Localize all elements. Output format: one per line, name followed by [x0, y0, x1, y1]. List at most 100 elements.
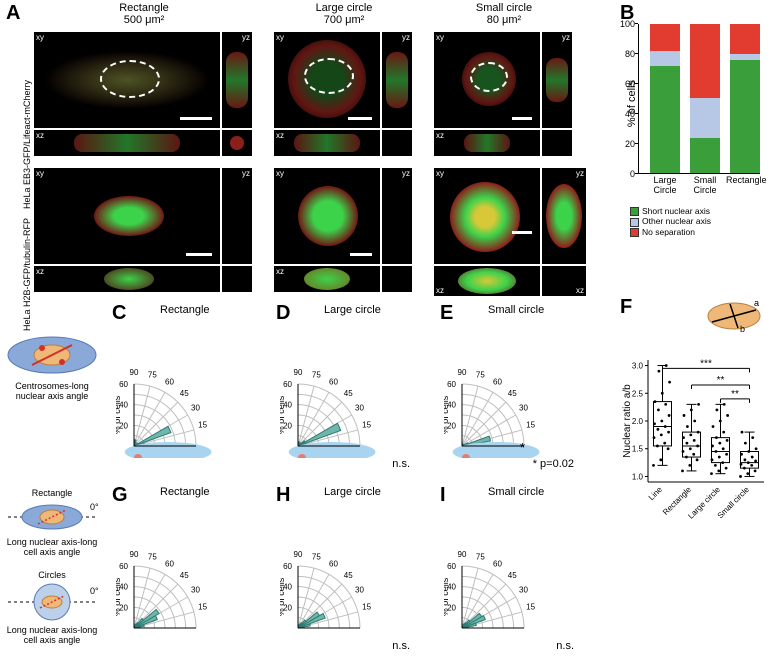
degree-label: 45: [180, 389, 189, 398]
bar-segment-other: [690, 98, 720, 139]
micrograph-row2-lc-xz: xz: [274, 266, 380, 292]
schematic-rect-icon: 0°: [4, 498, 100, 536]
micrograph-row2-lc-corner: [382, 266, 412, 292]
degree-label: 30: [191, 404, 200, 413]
legend-label: Short nuclear axis: [642, 206, 710, 216]
col1-title: Rectangle 500 μm²: [34, 2, 254, 26]
schematic-cell-icon: [4, 330, 100, 380]
degree-label: 45: [180, 571, 189, 580]
shape-label-circ: Circles: [4, 570, 100, 580]
rose-svg: 153045607590204060% of cells: [444, 500, 584, 640]
xz-cell: [104, 268, 154, 290]
schematic-circ-icon: 0°: [4, 580, 100, 624]
stacked-bar: [650, 24, 680, 174]
y-tick: 60: [625, 79, 638, 89]
xz-cell: [304, 268, 350, 290]
svg-text:2.0: 2.0: [632, 417, 644, 426]
bar-segment-short: [690, 138, 720, 174]
degree-label: 90: [458, 368, 467, 377]
proj-yz-label: yz: [242, 169, 250, 178]
svg-text:Small circle: Small circle: [716, 485, 752, 520]
degree-label: 30: [355, 404, 364, 413]
scalebar: [348, 117, 372, 120]
yz-slice: [386, 52, 408, 108]
degree-label: 15: [198, 421, 207, 430]
schematic-centrosomes: Centrosomes-long nuclear axis angle: [4, 330, 100, 402]
degree-label: 30: [191, 586, 200, 595]
svg-text:60: 60: [283, 380, 292, 389]
rose-svg: 153045607590204060% of cells: [116, 500, 256, 640]
y-tick-mark: [635, 143, 638, 144]
degree-label: 75: [312, 552, 321, 561]
degree-label: 90: [294, 368, 303, 377]
y-tick-mark: [635, 113, 638, 114]
degree-label: 60: [329, 378, 338, 387]
scalebar: [186, 253, 212, 256]
degree-label: 75: [148, 370, 157, 379]
col1-title-line1: Rectangle: [119, 2, 169, 14]
sig-star: *: [520, 440, 525, 455]
proj-xz-label: xz: [276, 131, 284, 140]
svg-text:% of cells: % of cells: [280, 577, 286, 616]
schematic-rectangle: Rectangle 0° Long nuclear axis-long cell…: [4, 488, 100, 558]
legend-item-none: No separation: [630, 227, 711, 237]
rose-svg: 153045607590204060% of cells: [280, 318, 420, 458]
degree-label: 30: [355, 586, 364, 595]
xz-slice: [294, 134, 360, 152]
micrograph-row1-rect-yz: yz: [222, 32, 252, 128]
yz-cell: [546, 184, 582, 248]
bar-segment-none: [730, 24, 760, 54]
rose-title: Rectangle: [160, 486, 210, 498]
stat-note: * p=0.02: [533, 458, 574, 470]
degree-label: 15: [526, 603, 535, 612]
svg-text:% of cells: % of cells: [116, 395, 122, 434]
proj-xz-label: xz: [276, 267, 284, 276]
stacked-bar: [730, 24, 760, 174]
row1-cellline-label: HeLa EB3-GFP/Lifeact-mCherry: [22, 80, 32, 209]
svg-text:1.5: 1.5: [632, 445, 644, 454]
bar-segment-none: [690, 24, 720, 98]
degree-label: 75: [476, 370, 485, 379]
zero-deg-label: 0°: [90, 502, 99, 512]
col1-title-line2: 500 μm²: [124, 14, 165, 26]
rose-chart-D: DLarge circle153045607590204060% of cell…: [280, 318, 420, 458]
y-tick: 100: [620, 19, 638, 29]
schematic-label: Long nuclear axis-long cell axis angle: [4, 538, 100, 558]
degree-label: 90: [458, 550, 467, 559]
micrograph-row2-rect-xy: xy: [34, 168, 220, 264]
col3-title-line2: 80 μm²: [487, 14, 521, 26]
category-label: Small Circle: [686, 174, 724, 196]
micrograph-row2-lc-yz: yz: [382, 168, 412, 264]
micrograph-row2-sc-corner: xz: [542, 266, 586, 296]
panel-a-label: A: [6, 2, 20, 25]
panel-letter: E: [440, 302, 453, 325]
rose-chart-C: CRectangle153045607590204060% of cells: [116, 318, 256, 458]
micrograph-row2-sc-yz: yz: [542, 168, 586, 264]
mitotic-cell: [450, 182, 520, 252]
micrograph-row1-lc-xz: xz: [274, 130, 380, 156]
nucleus-outline: [100, 60, 160, 98]
micrograph-row1-lc-corner: [382, 130, 412, 156]
proj-xz-label: xz: [436, 286, 444, 295]
schematic-label: Long nuclear axis-long cell axis angle: [4, 626, 100, 646]
degree-label: 60: [329, 560, 338, 569]
degree-label: 75: [312, 370, 321, 379]
degree-label: 15: [362, 603, 371, 612]
degree-label: 45: [508, 389, 517, 398]
degree-label: 75: [476, 552, 485, 561]
rose-svg: 153045607590204060% of cells: [444, 318, 584, 458]
scalebar: [350, 253, 372, 256]
svg-text:**: **: [731, 389, 739, 400]
category-label: Large Circle: [646, 174, 684, 196]
legend-item-other: Other nuclear axis: [630, 216, 711, 226]
stat-note: n.s.: [392, 458, 410, 470]
swatch-short: [630, 207, 639, 216]
xz-slice: [74, 134, 180, 152]
micrograph-row1-lc-xy: xy: [274, 32, 380, 128]
mitotic-cell: [94, 196, 164, 236]
micrograph-row2-rect-yz: yz: [222, 168, 252, 264]
svg-text:% of cells: % of cells: [444, 577, 450, 616]
xz-cell: [458, 268, 516, 294]
scalebar: [512, 117, 532, 120]
degree-label: 75: [148, 552, 157, 561]
